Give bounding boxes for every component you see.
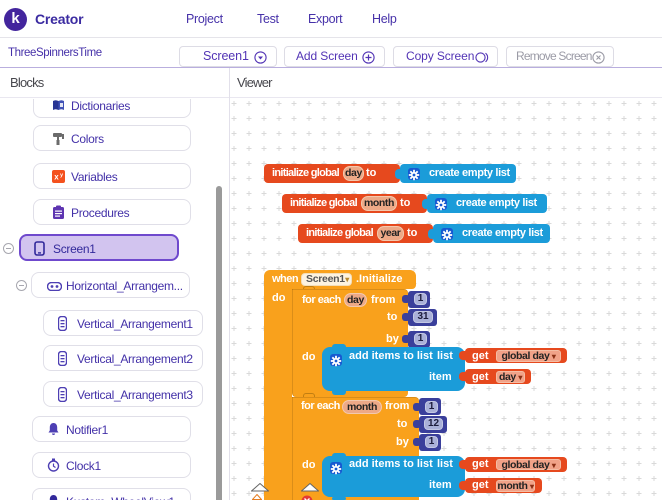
svg-text:x: x: [54, 173, 59, 182]
svg-text:y: y: [60, 173, 64, 179]
